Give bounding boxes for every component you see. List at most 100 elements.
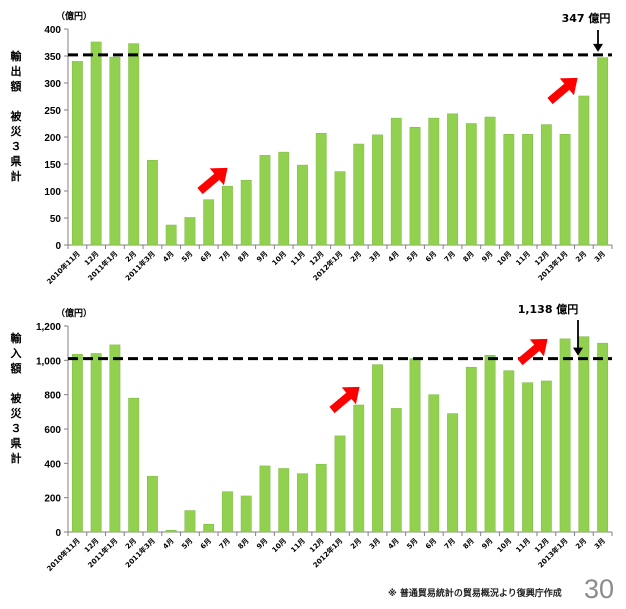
bar: [578, 95, 590, 246]
y-tick-label: 800: [44, 391, 61, 402]
x-tick-label: 8月: [237, 250, 251, 264]
bar: [447, 413, 458, 533]
y-tick-label: 400: [44, 459, 61, 470]
y-tick-label: 200: [44, 494, 61, 505]
y-tick-label: 600: [44, 425, 61, 436]
ylabel-char: 輸: [11, 49, 23, 63]
bar: [259, 155, 271, 246]
x-tick-label: 2月: [574, 537, 588, 551]
y-tick-label: 150: [44, 160, 61, 171]
bar: [540, 124, 552, 246]
callout-arrow-head: [593, 43, 603, 52]
bar: [128, 397, 140, 533]
bar: [503, 370, 515, 533]
bar: [71, 61, 83, 246]
x-tick-label: 9月: [480, 250, 494, 264]
x-tick-label: 4月: [387, 537, 401, 551]
unit-label: （億円）: [56, 10, 92, 22]
x-tick-label: 4月: [162, 250, 176, 264]
ylabel-char: 被: [11, 109, 23, 123]
bar: [353, 143, 365, 246]
x-tick-label: 3月: [593, 250, 607, 264]
y-tick-label: 400: [44, 25, 61, 36]
bar: [203, 524, 215, 533]
bar: [109, 56, 121, 246]
ylabel-char: ３: [11, 140, 22, 153]
bar: [184, 510, 196, 533]
y-tick-label: 350: [44, 52, 61, 63]
bar: [597, 342, 609, 533]
x-tick-label: 2月: [349, 250, 363, 264]
ylabel-char: 額: [10, 361, 22, 375]
bar: [315, 463, 327, 533]
x-tick-label: 6月: [199, 537, 213, 551]
bar: [259, 465, 271, 533]
y-tick-label: 200: [44, 133, 61, 144]
bar: [240, 495, 252, 533]
page-number: 30: [584, 574, 615, 604]
bar: [184, 217, 196, 246]
x-tick-label: 8月: [237, 537, 251, 551]
x-tick-label: 9月: [480, 537, 494, 551]
x-tick-label: 4月: [387, 250, 401, 264]
ylabel-char: 輸: [11, 331, 23, 345]
bar: [278, 151, 290, 246]
x-tick-label: 6月: [424, 537, 438, 551]
bar: [390, 117, 402, 246]
x-tick-label: 2月: [574, 250, 588, 264]
bar: [522, 382, 533, 533]
x-tick-label: 10月: [271, 537, 289, 555]
ylabel-char: 県: [11, 155, 22, 168]
bar: [203, 199, 215, 246]
bar: [503, 134, 515, 246]
x-tick-label: 4月: [162, 537, 176, 551]
y-tick-label: 0: [55, 528, 61, 539]
x-tick-label: 8月: [462, 250, 476, 264]
bar: [409, 127, 421, 246]
x-tick-label: 11月: [289, 250, 307, 268]
bar: [578, 336, 590, 533]
trend-arrow-icon: [197, 167, 228, 195]
ylabel-char: 額: [10, 79, 22, 93]
bar: [465, 366, 477, 533]
callout-label: 1,138 億円: [518, 302, 579, 316]
x-tick-label: 7月: [218, 537, 232, 551]
bar: [222, 185, 233, 246]
y-tick-label: 50: [50, 214, 62, 225]
callout-arrow-head: [573, 347, 583, 356]
ylabel-char: 県: [11, 437, 22, 450]
bar: [559, 338, 571, 533]
bar: [165, 224, 177, 246]
bar: [522, 134, 533, 246]
ylabel-char: 出: [11, 64, 22, 78]
y-tick-label: 0: [55, 241, 61, 252]
bar: [222, 491, 233, 533]
bar: [409, 358, 421, 533]
trend-arrow-icon: [329, 386, 360, 414]
bar: [559, 134, 571, 246]
x-tick-label: 3月: [593, 537, 607, 551]
x-tick-label: 7月: [443, 250, 457, 264]
ylabel-char: 災: [10, 125, 23, 138]
bar: [484, 116, 496, 246]
bar: [240, 179, 252, 246]
bar: [428, 117, 440, 246]
bar: [109, 344, 121, 533]
x-tick-label: 2月: [124, 537, 138, 551]
bar: [71, 354, 83, 533]
x-tick-label: 5月: [405, 537, 419, 551]
source-footnote: ※ 普通貿易統計の貿易概況より復興庁作成: [388, 589, 562, 599]
x-tick-label: 2月: [349, 537, 363, 551]
bar: [353, 404, 365, 533]
x-tick-label: 9月: [255, 250, 269, 264]
x-tick-label: 2010年11月: [45, 536, 82, 573]
x-tick-label: 5月: [180, 250, 194, 264]
trend-arrow-icon: [517, 338, 548, 366]
bar: [90, 353, 102, 533]
y-tick-label: 1,200: [36, 322, 61, 333]
y-tick-label: 100: [44, 187, 61, 198]
x-tick-label: 10月: [496, 250, 514, 268]
callout-label: 347 億円: [562, 11, 611, 25]
bar: [447, 113, 458, 246]
bar: [428, 394, 440, 533]
